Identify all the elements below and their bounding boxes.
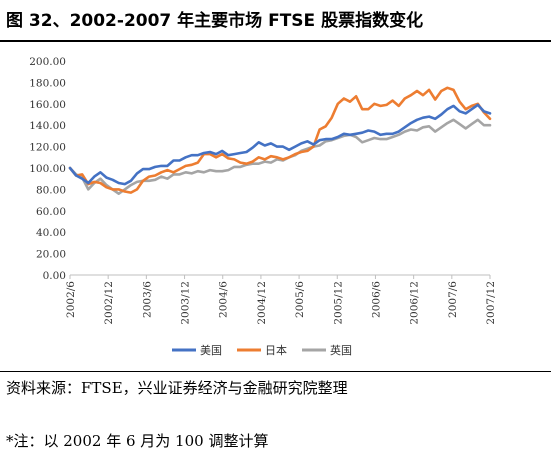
y-tick-label: 100.00 xyxy=(29,163,66,175)
y-tick-label: 160.00 xyxy=(29,99,66,111)
y-tick-label: 80.00 xyxy=(36,184,66,196)
source-text: 资料来源：FTSE，兴业证券经济与金融研究院整理 xyxy=(6,379,348,397)
y-tick-label: 180.00 xyxy=(29,77,66,89)
y-tick-label: 40.00 xyxy=(36,227,66,239)
series-line xyxy=(68,103,492,186)
series-line xyxy=(68,118,492,195)
legend-label: 日本 xyxy=(265,343,287,357)
legend: 美国 日本 英国 xyxy=(172,343,352,357)
y-axis: 0.00 20.00 40.00 60.00 80.00 100.00 120.00 140.… xyxy=(29,56,66,282)
x-tick-label: 2006/12 xyxy=(409,281,421,325)
footnote-text: *注：以 2002 年 6 月为 100 调整计算 xyxy=(6,432,269,450)
x-tick-label: 2004/6 xyxy=(218,281,230,318)
legend-label: 美国 xyxy=(200,344,222,357)
y-tick-label: 140.00 xyxy=(29,120,66,132)
y-tick-label: 200.00 xyxy=(29,56,66,68)
x-tick-label: 2006/6 xyxy=(370,281,382,318)
y-tick-label: 120.00 xyxy=(29,142,66,154)
x-axis: 2002/6 2002/12 2003/6 2003/12 2004/6 2004/12 2… xyxy=(65,274,497,325)
x-tick-label: 2003/6 xyxy=(141,281,153,318)
legend-label: 英国 xyxy=(330,343,352,357)
x-tick-label: 2007/12 xyxy=(485,281,497,325)
title-rule xyxy=(0,40,551,42)
x-tick-label: 2005/12 xyxy=(332,281,344,325)
x-tick-label: 2002/6 xyxy=(65,281,77,318)
x-tick-label: 2004/12 xyxy=(256,281,268,325)
line-chart: 0.00 20.00 40.00 60.00 80.00 100.00 120.00 140.… xyxy=(29,56,497,357)
y-tick-label: 0.00 xyxy=(43,270,66,282)
x-tick-label: 2002/12 xyxy=(103,281,115,325)
y-tick-label: 20.00 xyxy=(36,249,66,261)
x-tick-label: 2007/6 xyxy=(447,281,459,318)
series-line xyxy=(68,86,492,194)
source-rule xyxy=(0,371,551,372)
plot-area xyxy=(68,86,492,195)
x-tick-label: 2003/12 xyxy=(180,281,192,325)
x-tick-label: 2005/6 xyxy=(294,281,306,318)
y-tick-label: 60.00 xyxy=(36,206,66,218)
figure-title: 图 32、2002-2007 年主要市场 FTSE 股票指数变化 xyxy=(6,11,424,31)
